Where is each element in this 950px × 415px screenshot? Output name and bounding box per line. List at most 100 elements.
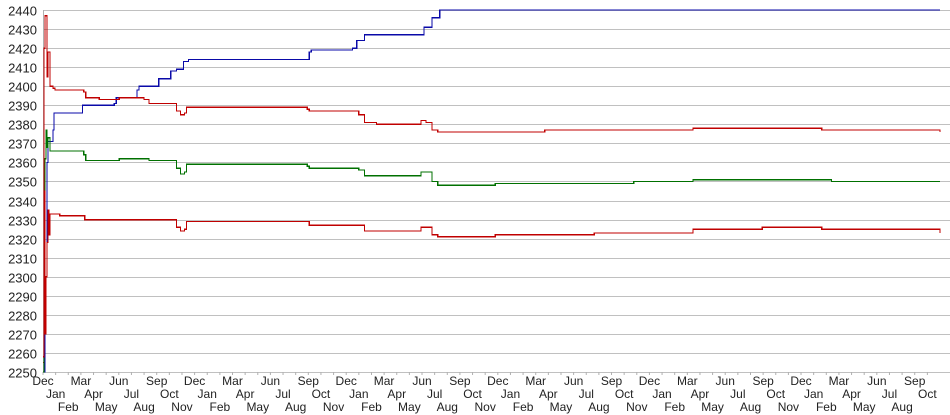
x-tick-label: Sep: [449, 374, 471, 388]
x-tick-label: May: [398, 400, 421, 414]
x-tick-label: Jun: [716, 374, 735, 388]
x-tick-label: Dec: [32, 374, 53, 388]
series-line-blue: [43, 9, 940, 373]
x-tick-label: Jun: [412, 374, 431, 388]
x-tick-label: May: [95, 400, 118, 414]
x-tick-label: Jan: [652, 387, 671, 401]
y-tick-label: 2320: [8, 233, 37, 248]
y-tick-label: 2280: [8, 309, 37, 324]
y-tick-label: 2310: [8, 252, 37, 267]
x-tick-label: Oct: [918, 387, 937, 401]
series-line-red-lower: [43, 190, 941, 358]
x-tick-label: May: [853, 400, 876, 414]
x-tick-label: Aug: [133, 400, 154, 414]
x-tick-label: Mar: [525, 374, 546, 388]
x-tick-label: Mar: [677, 374, 698, 388]
x-tick-label: Nov: [171, 400, 192, 414]
x-tick-label: Aug: [891, 400, 912, 414]
x-tick-label: Oct: [463, 387, 482, 401]
x-tick-label: Jan: [501, 387, 520, 401]
x-tick-label: Jan: [804, 387, 823, 401]
x-tick-label: Sep: [146, 374, 168, 388]
x-tick-label: Oct: [312, 387, 331, 401]
series-line-red-upper: [43, 15, 941, 364]
x-tick-label: Apr: [842, 387, 861, 401]
x-tick-label: Jul: [579, 387, 594, 401]
y-tick-label: 2350: [8, 175, 37, 190]
x-tick-label: Dec: [487, 374, 508, 388]
x-tick-label: May: [701, 400, 724, 414]
x-tick-label: Feb: [664, 400, 685, 414]
x-tick-label: Jan: [198, 387, 217, 401]
x-axis-tick-labels: DecJanFebMarAprMayJunJulAugSepOctNovDecJ…: [32, 372, 937, 414]
x-tick-label: Sep: [904, 374, 926, 388]
x-tick-label: Oct: [766, 387, 785, 401]
y-tick-label: 2330: [8, 214, 37, 229]
x-tick-label: Apr: [236, 387, 255, 401]
gridlines: [43, 10, 950, 373]
x-tick-label: Oct: [160, 387, 179, 401]
x-tick-label: Sep: [752, 374, 774, 388]
y-tick-label: 2410: [8, 61, 37, 76]
x-tick-label: Dec: [790, 374, 811, 388]
x-tick-label: Nov: [778, 400, 799, 414]
y-tick-label: 2440: [8, 4, 37, 19]
x-tick-label: Jun: [564, 374, 583, 388]
x-tick-label: Feb: [816, 400, 837, 414]
y-axis-tick-labels: 2250 2260 2270 2280 2290 2300 2310 2320 2330 2340…: [8, 4, 37, 381]
x-tick-label: Jun: [867, 374, 886, 388]
x-tick-label: Nov: [323, 400, 344, 414]
x-tick-label: May: [246, 400, 269, 414]
x-tick-label: Mar: [374, 374, 395, 388]
x-tick-label: Mar: [829, 374, 850, 388]
x-tick-label: Mar: [222, 374, 243, 388]
y-tick-label: 2270: [8, 328, 37, 343]
x-tick-label: Jul: [427, 387, 442, 401]
series-line-green: [43, 129, 940, 373]
y-tick-label: 2430: [8, 23, 37, 38]
y-tick-label: 2360: [8, 156, 37, 171]
y-tick-label: 2300: [8, 271, 37, 286]
x-tick-label: Jul: [124, 387, 139, 401]
x-tick-label: Dec: [639, 374, 660, 388]
y-tick-label: 2380: [8, 118, 37, 133]
x-tick-label: Sep: [298, 374, 320, 388]
x-tick-label: May: [550, 400, 573, 414]
series-lines: [43, 9, 941, 373]
y-tick-label: 2340: [8, 195, 37, 210]
x-tick-label: Jan: [46, 387, 65, 401]
x-tick-label: Sep: [601, 374, 623, 388]
x-tick-label: Nov: [475, 400, 496, 414]
y-tick-label: 2250: [8, 366, 37, 381]
x-tick-label: Dec: [184, 374, 205, 388]
x-tick-label: Apr: [84, 387, 103, 401]
x-tick-label: Jun: [261, 374, 280, 388]
x-tick-label: Nov: [626, 400, 647, 414]
y-tick-label: 2390: [8, 99, 37, 114]
x-tick-label: Apr: [539, 387, 558, 401]
x-tick-label: Aug: [285, 400, 306, 414]
x-tick-label: Aug: [437, 400, 458, 414]
x-tick-label: Feb: [513, 400, 534, 414]
x-tick-label: Apr: [691, 387, 710, 401]
y-tick-label: 2290: [8, 290, 37, 305]
x-tick-label: Feb: [361, 400, 382, 414]
x-tick-label: Feb: [210, 400, 231, 414]
x-tick-label: Dec: [336, 374, 357, 388]
x-tick-label: Jul: [730, 387, 745, 401]
x-tick-label: Oct: [615, 387, 634, 401]
y-tick-label: 2420: [8, 42, 37, 57]
x-tick-label: Aug: [740, 400, 761, 414]
x-tick-label: Jul: [275, 387, 290, 401]
x-tick-label: Apr: [387, 387, 406, 401]
x-tick-label: Feb: [58, 400, 79, 414]
x-tick-label: Jan: [349, 387, 368, 401]
x-tick-label: Jul: [882, 387, 897, 401]
y-tick-label: 2370: [8, 137, 37, 152]
y-tick-label: 2400: [8, 80, 37, 95]
y-tick-label: 2260: [8, 347, 37, 362]
x-tick-label: Aug: [588, 400, 609, 414]
x-tick-label: Mar: [71, 374, 92, 388]
x-tick-label: Jun: [109, 374, 128, 388]
